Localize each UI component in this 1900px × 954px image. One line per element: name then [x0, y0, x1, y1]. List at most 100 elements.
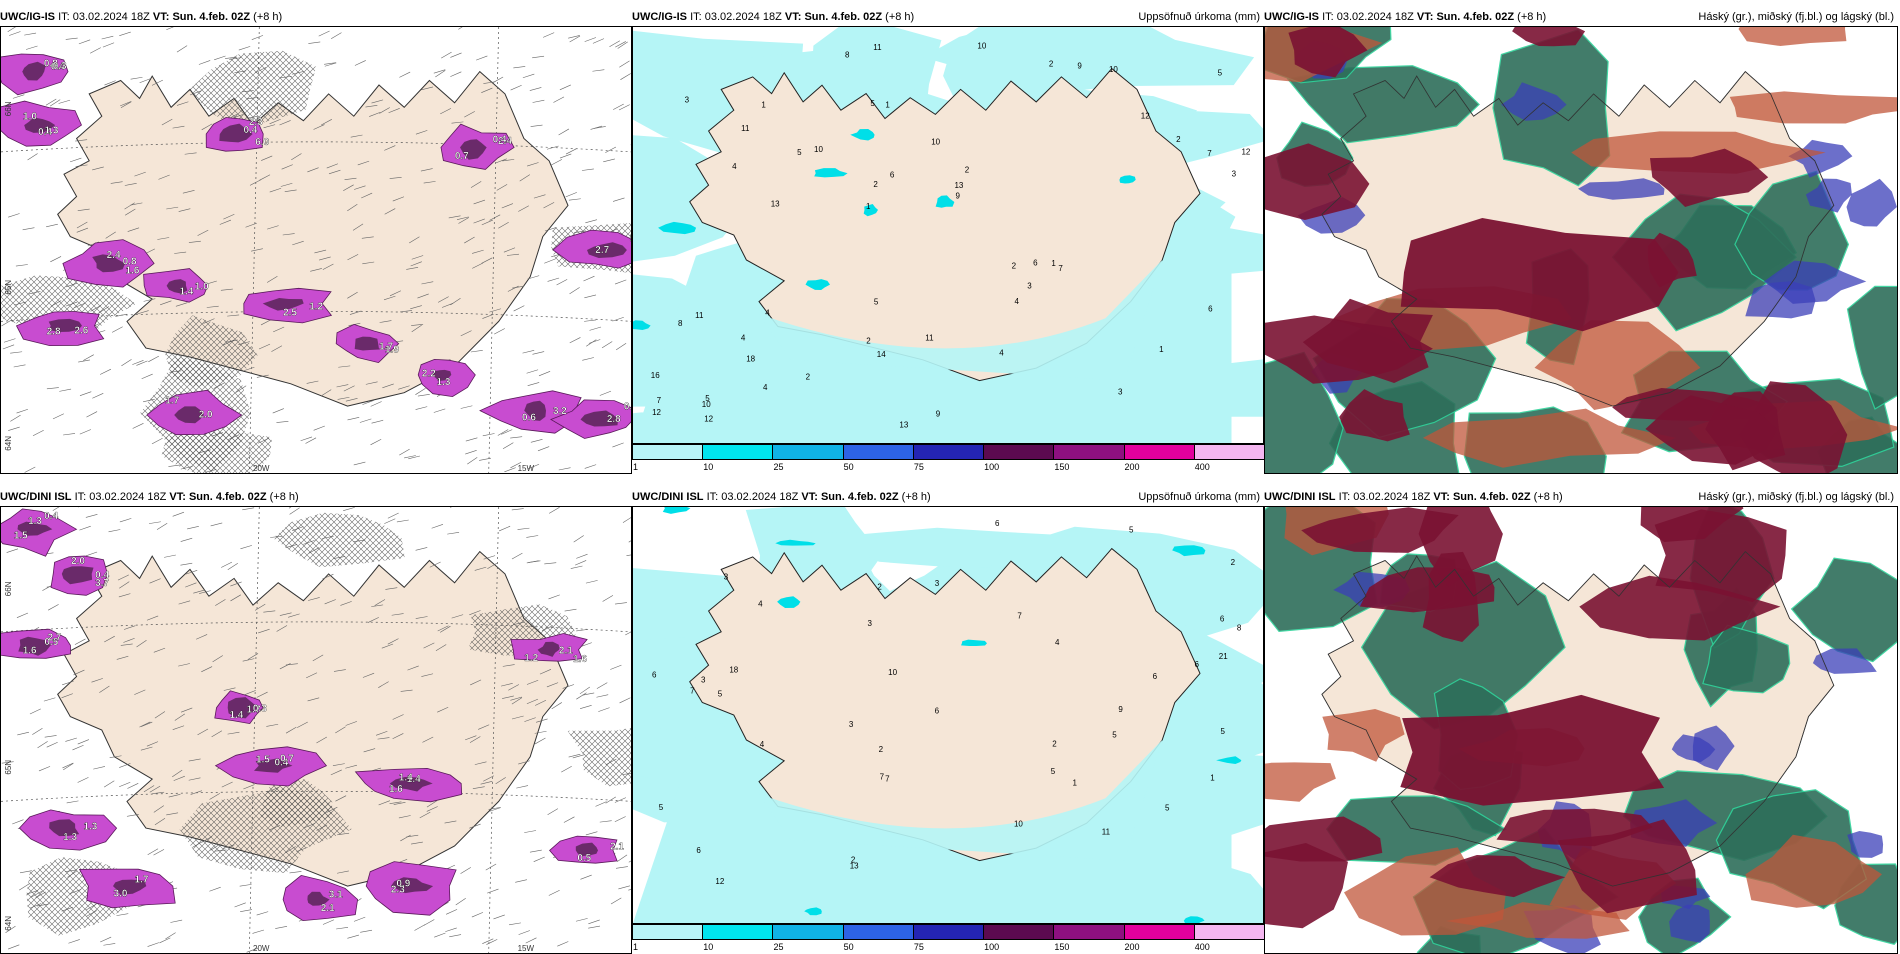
wind-barb	[80, 429, 91, 434]
panel-variable-title: Háský (gr.), miðský (fj.bl.) og lágský (…	[1698, 490, 1894, 504]
precip-value-label: 4	[732, 162, 737, 171]
graticule-label: 15W	[518, 464, 535, 473]
wind-barb	[584, 320, 596, 321]
precip-value-label: 6	[1153, 672, 1158, 681]
precip-value-label: 6	[995, 519, 1000, 528]
wind-barb	[242, 508, 254, 510]
wind-barb	[566, 149, 577, 155]
precip-value-label: 9	[1077, 61, 1082, 70]
precip-value-label: 0.5	[577, 853, 591, 864]
wind-barb	[62, 763, 73, 768]
graticule-label: 66N	[4, 581, 13, 596]
precip-value-label: 12	[1141, 112, 1150, 121]
wind-barb	[596, 695, 608, 698]
precip-value-label: 12	[1241, 147, 1250, 156]
wind-barb	[548, 595, 559, 599]
precip-value-label: 13	[771, 199, 780, 208]
precip-value-label: 5	[1112, 730, 1117, 739]
wind-barb	[486, 939, 497, 944]
precip-value-label: 2	[1049, 60, 1054, 69]
wind-barb	[539, 371, 550, 375]
wind-barb	[3, 345, 14, 349]
precip-value-label: 16	[651, 371, 660, 380]
wind-barb	[308, 42, 320, 44]
wind-barb	[8, 427, 19, 431]
wind-barb	[588, 926, 600, 928]
panel-title: UWC/IG-IS IT: 03.02.2024 18Z VT: Sun. 4.…	[632, 10, 914, 26]
wind-barb	[514, 306, 525, 311]
panel-title: UWC/DINI ISL IT: 03.02.2024 18Z VT: Sun.…	[1264, 490, 1563, 506]
legend-swatch	[702, 924, 773, 940]
wind-barb	[512, 553, 522, 559]
legend-tick-label: 1	[633, 462, 638, 472]
wind-barb	[560, 85, 571, 90]
wind-barb	[551, 159, 562, 165]
precip-core	[355, 337, 379, 351]
precip-value-label: 11	[925, 334, 934, 343]
precip-value-label: 7	[885, 774, 890, 783]
wind-barb	[494, 328, 505, 334]
wind-barb	[504, 468, 515, 472]
wind-barb	[121, 359, 131, 365]
wind-barb	[586, 832, 598, 835]
precip-value-label: 1.3	[28, 516, 42, 527]
wind-barb	[173, 512, 184, 516]
wind-barb	[25, 467, 36, 473]
precip-value-label: 5	[797, 148, 802, 157]
precip-value-label: 5	[1129, 525, 1134, 534]
precip-value-label: 4	[763, 383, 768, 392]
wind-barb	[44, 698, 56, 701]
precip-value-label: 6.0	[255, 137, 269, 148]
wind-barb	[211, 523, 223, 526]
wind-barb	[527, 561, 539, 563]
wind-barb	[235, 903, 246, 907]
legend-swatch	[913, 924, 984, 940]
wind-barb	[78, 740, 89, 744]
wind-barb	[515, 880, 527, 883]
wind-barb	[177, 46, 187, 52]
wind-barb	[585, 465, 596, 469]
wind-barb	[252, 35, 263, 39]
precip-value-label: 3.0	[114, 889, 128, 900]
wind-barb	[533, 100, 545, 102]
precip-value-label: 1	[1051, 259, 1056, 268]
wind-barb	[103, 43, 114, 47]
legend-tick-label: 100	[984, 942, 999, 952]
wind-barb	[120, 518, 131, 522]
precip-value-label: 6	[1220, 615, 1225, 624]
wind-barb	[559, 468, 571, 470]
precip-value-label: 4	[1055, 638, 1060, 647]
precip-value-label: 1.4	[179, 287, 193, 298]
wind-barb	[527, 370, 538, 374]
wind-barb	[301, 437, 312, 441]
precip-value-label: 1.5	[256, 755, 270, 766]
wind-barb	[86, 552, 97, 556]
precip-value-label: 5	[659, 803, 664, 812]
wind-barb	[538, 447, 549, 451]
wind-barb	[511, 85, 522, 90]
wind-barb	[239, 46, 250, 50]
wind-barb	[597, 683, 607, 689]
wind-barb	[523, 350, 535, 353]
wind-barb	[397, 520, 409, 522]
precip-value-label: 2	[877, 583, 882, 592]
wind-barb	[526, 938, 537, 943]
panel-row1-clouds: UWC/DINI ISL IT: 03.02.2024 18Z VT: Sun.…	[1264, 490, 1898, 950]
wind-barb	[92, 393, 103, 398]
wind-barb	[530, 87, 542, 90]
precip-value-label: 1.4	[399, 772, 413, 783]
wind-barb	[588, 920, 599, 924]
wind-barb	[9, 31, 20, 35]
wind-barb	[181, 538, 193, 541]
wind-barb	[585, 220, 597, 223]
legend-tick-label: 50	[844, 462, 854, 472]
precip-value-label: 21	[1219, 652, 1228, 661]
precip-value-label: 11	[741, 124, 750, 133]
precip-value-label: 1	[885, 100, 890, 109]
wind-barb	[240, 910, 252, 912]
wind-barb	[68, 939, 79, 943]
precip-value-label: 2	[1012, 261, 1017, 270]
wind-barb	[93, 766, 105, 769]
wind-barb	[471, 350, 483, 352]
precip-value-label: 1	[761, 101, 766, 110]
